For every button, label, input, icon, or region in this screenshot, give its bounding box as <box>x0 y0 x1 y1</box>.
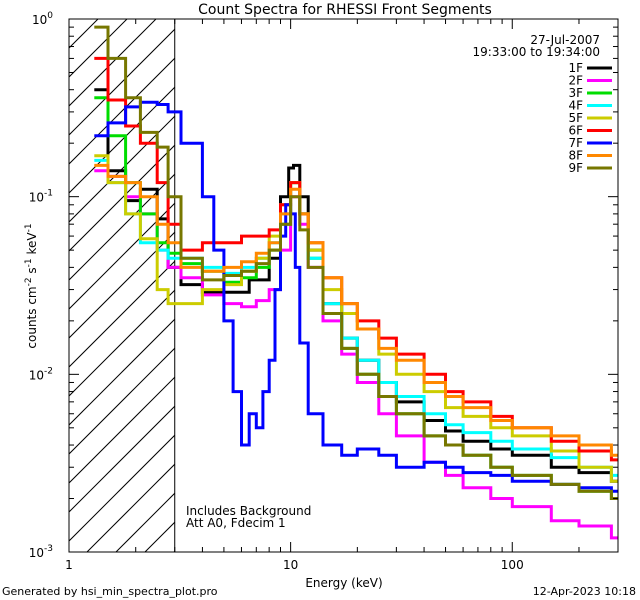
hatch-line <box>69 376 175 484</box>
hatch-line <box>69 202 175 310</box>
y-tick-label: 100 <box>32 11 53 27</box>
y-label-tail: keV <box>25 232 39 259</box>
legend-label-9F: 9F <box>568 161 583 175</box>
generated-by: Generated by hsi_min_spectra_plot.pro <box>2 585 218 598</box>
hatch-line <box>69 86 175 194</box>
y-label-exp1: -2 <box>24 277 34 286</box>
x-tick-label: 10 <box>283 558 298 572</box>
note-background: Includes Background <box>186 504 311 518</box>
series-3F-line <box>94 96 618 500</box>
hatch-line <box>144 521 175 552</box>
note-attenuator: Att A0, Fdecim 1 <box>186 516 286 530</box>
timestamp: 12-Apr-2023 10:18 <box>533 585 636 598</box>
legend-label-3F: 3F <box>568 86 583 100</box>
legend-label-1F: 1F <box>568 61 583 75</box>
legend-label-8F: 8F <box>568 149 583 163</box>
hatch-line <box>69 405 175 513</box>
series-1F-line <box>94 88 618 483</box>
chart-title: Count Spectra for RHESSI Front Segments <box>198 2 492 18</box>
series-9F-line <box>94 25 618 500</box>
legend-label-6F: 6F <box>568 124 583 138</box>
y-label-mid: s <box>25 267 39 277</box>
series-group <box>94 25 618 540</box>
hatch-line <box>69 260 175 368</box>
y-label-exp2: -1 <box>24 258 34 267</box>
hatch-line <box>69 231 175 339</box>
hatch-line <box>69 19 70 20</box>
x-tick-label: 100 <box>501 558 524 572</box>
hatch-line <box>69 28 175 136</box>
x-axis: 1 10 100 <box>65 19 619 572</box>
y-tick-label: 10-3 <box>29 544 53 560</box>
y-tick-label: 10-1 <box>29 189 53 205</box>
hatch-line <box>86 463 175 552</box>
x-axis-label: Energy (keV) <box>305 576 382 590</box>
y-label-base: counts cm <box>25 286 39 348</box>
hatch-line <box>69 19 99 49</box>
hatch-line <box>69 434 175 542</box>
y-axis: 100 10-1 10-2 10-3 <box>29 11 618 560</box>
y-axis-label: counts cm-2 s-1 keV-1 <box>24 223 39 348</box>
legend-label-5F: 5F <box>568 111 583 125</box>
series-7F-line <box>94 100 618 493</box>
series-8F-line <box>94 163 618 457</box>
y-label-exp3: -1 <box>24 223 34 232</box>
time-range-label: 19:33:00 to 19:34:00 <box>473 45 600 59</box>
x-tick-label: 1 <box>65 558 73 572</box>
legend-label-7F: 7F <box>568 136 583 150</box>
y-tick-label: 10-2 <box>29 366 53 382</box>
plot-frame <box>68 18 619 553</box>
date-label: 27-Jul-2007 <box>530 33 600 47</box>
legend-label-2F: 2F <box>568 74 583 88</box>
legend-label-4F: 4F <box>568 99 583 113</box>
